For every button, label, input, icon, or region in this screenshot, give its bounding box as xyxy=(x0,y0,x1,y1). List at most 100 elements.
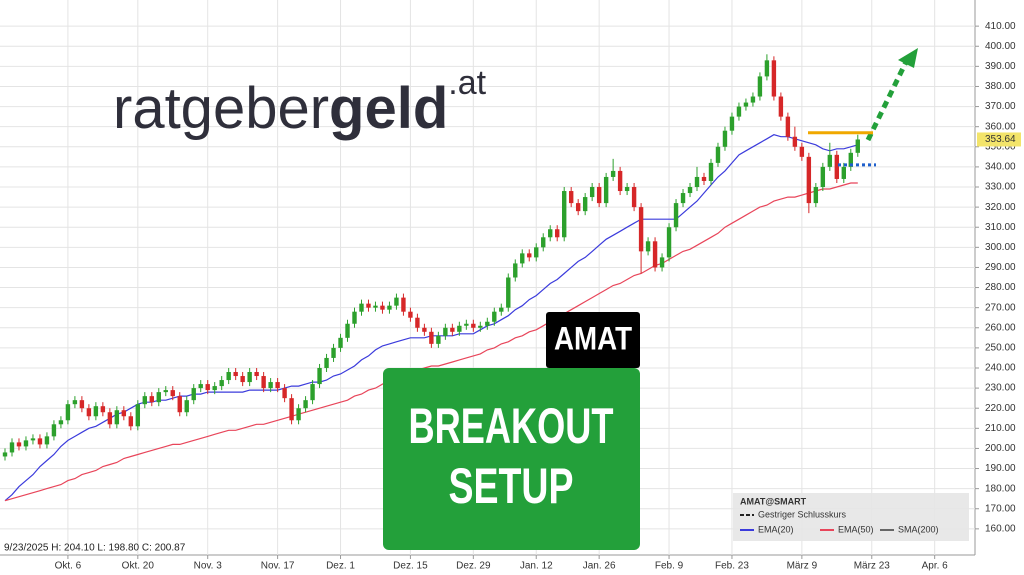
candle-body xyxy=(254,372,259,377)
candle-body xyxy=(680,193,686,204)
candle-body xyxy=(170,390,175,397)
candle-body xyxy=(100,406,106,413)
y-tick-label: 390.00 xyxy=(985,61,1016,72)
candle-body xyxy=(30,438,36,441)
candle-body xyxy=(568,191,574,204)
y-tick-label: 260.00 xyxy=(985,322,1016,333)
candle-body xyxy=(9,442,15,453)
candle-body xyxy=(757,76,763,97)
candle-body xyxy=(233,372,238,377)
x-tick-label: Jan. 26 xyxy=(583,561,616,572)
y-tick-label: 180.00 xyxy=(985,483,1016,494)
x-tick-label: Jan. 12 xyxy=(520,561,553,572)
candle-body xyxy=(44,436,50,445)
candle-body xyxy=(373,305,378,308)
y-tick-label: 250.00 xyxy=(985,343,1016,354)
candle-body xyxy=(645,241,651,252)
arrow-line xyxy=(865,60,909,142)
candle-body xyxy=(652,241,658,268)
candle-body xyxy=(687,187,693,194)
candle-body xyxy=(841,166,846,179)
y-tick-label: 380.00 xyxy=(985,81,1016,92)
candle-body xyxy=(324,357,329,368)
candle-body xyxy=(764,60,770,77)
candle-body xyxy=(464,323,469,326)
y-tick-label: 320.00 xyxy=(985,202,1016,213)
x-tick-label: März 23 xyxy=(854,561,891,572)
candle-body xyxy=(820,166,826,188)
candle-body xyxy=(715,146,721,163)
candle-body xyxy=(394,297,399,306)
legend-label: SMA(200) xyxy=(898,524,939,534)
y-tick-label: 290.00 xyxy=(985,262,1016,273)
candle-body xyxy=(219,380,224,387)
candle-body xyxy=(513,263,518,278)
candle-body xyxy=(701,176,707,181)
y-tick-label: 190.00 xyxy=(985,463,1016,474)
y-tick-label: 230.00 xyxy=(985,383,1016,394)
candle-body xyxy=(387,305,392,310)
candle-body xyxy=(562,191,567,238)
candle-body xyxy=(750,96,756,103)
candle-body xyxy=(359,303,364,312)
logo-part: geld xyxy=(329,76,448,141)
candle-body xyxy=(450,327,455,332)
candle-body xyxy=(191,388,196,401)
y-tick-label: 220.00 xyxy=(985,403,1016,414)
y-tick-label: 310.00 xyxy=(985,222,1016,233)
y-tick-label: 410.00 xyxy=(985,21,1016,32)
candle-body xyxy=(743,102,749,107)
candle-body xyxy=(156,392,161,403)
candle-body xyxy=(834,154,840,179)
candle-body xyxy=(107,412,113,425)
headline: SETUP xyxy=(449,458,574,514)
candle-body xyxy=(422,327,427,332)
candle-body xyxy=(722,130,728,147)
candle-body xyxy=(275,382,280,389)
candle-body xyxy=(121,410,127,417)
candle-body xyxy=(58,420,64,425)
candle-body xyxy=(303,400,308,409)
y-tick-label: 370.00 xyxy=(985,101,1016,112)
candle-body xyxy=(2,452,8,457)
candle-body xyxy=(729,116,735,131)
candle-body xyxy=(79,400,85,409)
candle-body xyxy=(408,311,413,318)
x-tick-label: Feb. 23 xyxy=(715,561,749,572)
candle-body xyxy=(261,376,266,389)
candle-body xyxy=(86,408,92,417)
candle-body xyxy=(589,187,595,198)
candle-body xyxy=(582,197,588,212)
y-tick-label: 400.00 xyxy=(985,41,1016,52)
candle-body xyxy=(296,408,301,421)
headline-box xyxy=(383,368,640,550)
candle-body xyxy=(638,207,644,252)
symbol-badge: AMAT xyxy=(554,320,632,356)
candle-body xyxy=(666,227,672,258)
candle-body xyxy=(212,386,217,391)
candle-body xyxy=(624,187,630,192)
candle-body xyxy=(827,154,833,167)
price-label-box xyxy=(977,132,1021,147)
candle-body xyxy=(478,325,483,328)
candle-body xyxy=(226,372,231,381)
candle-body xyxy=(317,367,322,385)
candle-body xyxy=(37,438,43,445)
candle-body xyxy=(114,410,120,425)
candle-body xyxy=(575,203,581,212)
candle-body xyxy=(51,424,57,437)
x-tick-label: Dez. 15 xyxy=(393,561,428,572)
candle-body xyxy=(205,384,210,391)
candle-body xyxy=(555,229,560,238)
info-text: 9/23/2025 H: 204.10 L: 198.80 C: 200.87 xyxy=(4,543,186,554)
candle-body xyxy=(163,390,168,393)
x-tick-label: Nov. 3 xyxy=(194,561,223,572)
x-tick-label: Okt. 6 xyxy=(55,561,82,572)
candle-body xyxy=(771,60,777,97)
candle-body xyxy=(659,257,665,268)
candle-body xyxy=(548,229,553,238)
legend-label: Gestriger Schlusskurs xyxy=(758,509,847,519)
candle-body xyxy=(65,404,71,421)
candle-body xyxy=(596,187,602,204)
x-tick-label: Apr. 6 xyxy=(922,561,949,572)
